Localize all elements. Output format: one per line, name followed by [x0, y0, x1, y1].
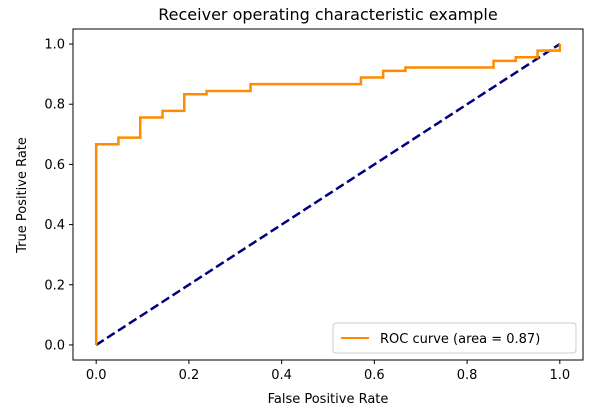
y-tick-label: 0.0	[44, 338, 65, 353]
chance-diagonal-line	[95, 43, 561, 346]
y-tick-label: 0.6	[44, 158, 65, 173]
x-axis-ticks: 0.0 0.2 0.4 0.6 0.8 1.0	[86, 360, 570, 383]
x-tick-label: 0.8	[457, 368, 478, 383]
y-tick-label: 0.4	[44, 218, 65, 233]
plot-frame	[72, 28, 584, 361]
y-axis-ticks: 0.0 0.2 0.4 0.6 0.8 1.0	[44, 38, 73, 353]
chart-title: Receiver operating characteristic exampl…	[158, 5, 497, 24]
x-tick-label: 0.4	[271, 368, 292, 383]
x-tick-label: 0.2	[179, 368, 200, 383]
y-axis-label: True Positive Rate	[15, 137, 30, 254]
x-tick-label: 0.0	[86, 368, 107, 383]
y-tick-label: 1.0	[44, 38, 65, 53]
series-layer	[94, 43, 562, 346]
x-tick-label: 1.0	[549, 368, 570, 383]
legend-box	[332, 322, 577, 354]
legend-roc-label: ROC curve (area = 0.87)	[380, 332, 540, 347]
y-tick-label: 0.8	[44, 98, 65, 113]
y-tick-label: 0.2	[44, 278, 65, 293]
x-tick-label: 0.6	[364, 368, 385, 383]
x-axis-label: False Positive Rate	[268, 392, 389, 407]
roc-curve-line	[94, 44, 562, 345]
legend: ROC curve (area = 0.87)	[332, 322, 577, 354]
